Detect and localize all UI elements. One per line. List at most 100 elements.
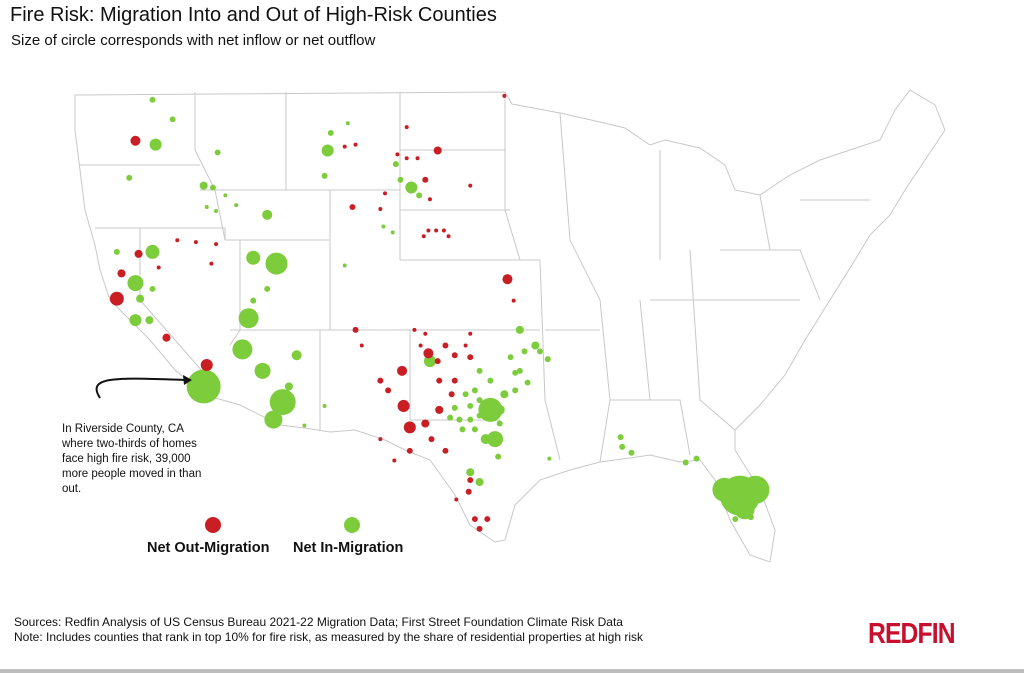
in-migration-county — [732, 516, 739, 523]
in-migration-county — [747, 514, 754, 521]
in-migration-county — [390, 230, 395, 235]
out-migration-county — [349, 204, 356, 211]
in-migration-county — [451, 404, 458, 411]
out-migration-county — [418, 343, 423, 348]
in-migration-county — [416, 192, 423, 199]
out-migration-county — [412, 327, 417, 332]
in-migration-county — [471, 426, 478, 433]
out-migration-county — [404, 125, 409, 130]
in-migration-county — [459, 426, 466, 433]
in-migration-county — [495, 453, 502, 460]
out-migration-county — [200, 358, 213, 372]
in-migration-county — [617, 434, 624, 441]
in-migration-county — [265, 252, 288, 275]
in-migration-county — [487, 377, 494, 384]
out-migration-county — [214, 242, 219, 247]
out-migration-county — [448, 391, 455, 398]
in-migration-county — [149, 96, 156, 103]
out-migration-county — [423, 331, 428, 336]
out-migration-county — [436, 377, 443, 384]
in-migration-county — [264, 410, 283, 429]
in-migration-county — [254, 362, 271, 379]
out-migration-county — [435, 405, 444, 414]
legend-in-label: Net In-Migration — [293, 540, 404, 556]
out-migration-county — [378, 207, 383, 211]
in-migration-county — [204, 205, 209, 210]
in-migration-county — [500, 390, 509, 399]
in-migration-county — [223, 193, 228, 198]
in-migration-county — [214, 208, 219, 213]
in-migration-county — [494, 404, 505, 415]
out-migration-county — [117, 269, 126, 278]
out-migration-county — [434, 358, 441, 365]
in-migration-county — [145, 316, 154, 325]
chart-title: Fire Risk: Migration Into and Out of Hig… — [10, 4, 497, 26]
in-migration-county — [262, 209, 273, 220]
out-migration-county — [442, 447, 449, 454]
in-migration-county — [476, 412, 483, 419]
sources-text: Sources: Redfin Analysis of US Census Bu… — [14, 615, 623, 629]
in-migration-county — [149, 138, 162, 151]
out-migration-county — [502, 274, 513, 285]
out-migration-county — [446, 234, 451, 239]
in-migration-county — [129, 314, 142, 327]
out-migration-county — [441, 228, 446, 233]
in-migration-county — [467, 416, 474, 423]
in-migration-county — [478, 397, 503, 422]
out-migration-county — [442, 342, 449, 349]
in-migration-county — [547, 456, 552, 461]
in-migration-county — [544, 356, 551, 363]
in-migration-county — [682, 459, 689, 466]
bottom-bar — [0, 669, 1024, 673]
in-migration-county — [537, 348, 543, 355]
in-migration-county — [405, 181, 418, 194]
legend-out-dot — [205, 517, 221, 533]
in-migration-county — [467, 402, 474, 409]
out-migration-county — [193, 240, 198, 245]
in-migration-county — [734, 499, 755, 520]
in-migration-county — [214, 149, 221, 156]
in-migration-county — [321, 144, 334, 157]
out-migration-county — [427, 197, 432, 202]
out-migration-county — [476, 525, 483, 532]
in-migration-county — [234, 203, 239, 208]
out-migration-county — [378, 437, 383, 442]
out-migration-county — [428, 436, 435, 443]
out-migration-county — [383, 191, 387, 196]
in-migration-county — [250, 297, 257, 304]
in-migration-county — [136, 294, 145, 303]
in-migration-county — [113, 248, 120, 255]
in-migration-county — [186, 369, 221, 404]
redfin-logo: REDFIN — [868, 618, 956, 650]
out-migration-county — [434, 228, 439, 233]
out-migration-county — [423, 348, 434, 359]
in-migration-county — [476, 397, 483, 404]
out-migration-county — [397, 365, 408, 376]
in-migration-county — [126, 174, 133, 181]
in-migration-county — [480, 434, 491, 445]
in-migration-county — [322, 403, 327, 408]
in-migration-county — [447, 414, 454, 421]
in-migration-county — [397, 176, 404, 183]
out-migration-county — [353, 142, 358, 147]
legend-out-label: Net Out-Migration — [147, 540, 270, 556]
in-migration-county — [512, 369, 519, 376]
in-migration-county — [487, 431, 504, 448]
migration-circles — [109, 93, 770, 532]
in-migration-county — [269, 389, 296, 416]
out-migration-county — [385, 387, 392, 394]
out-migration-county — [421, 419, 430, 428]
out-migration-county — [175, 238, 180, 243]
out-migration-county — [377, 377, 384, 384]
in-migration-county — [531, 341, 540, 350]
in-migration-county — [516, 367, 523, 374]
in-migration-county — [321, 172, 328, 179]
in-migration-county — [462, 391, 469, 398]
out-migration-county — [467, 477, 474, 484]
in-migration-county — [238, 308, 259, 329]
out-migration-county — [156, 265, 161, 270]
legend-in-dot — [344, 517, 360, 533]
out-migration-county — [342, 144, 347, 149]
out-migration-county — [397, 399, 410, 412]
